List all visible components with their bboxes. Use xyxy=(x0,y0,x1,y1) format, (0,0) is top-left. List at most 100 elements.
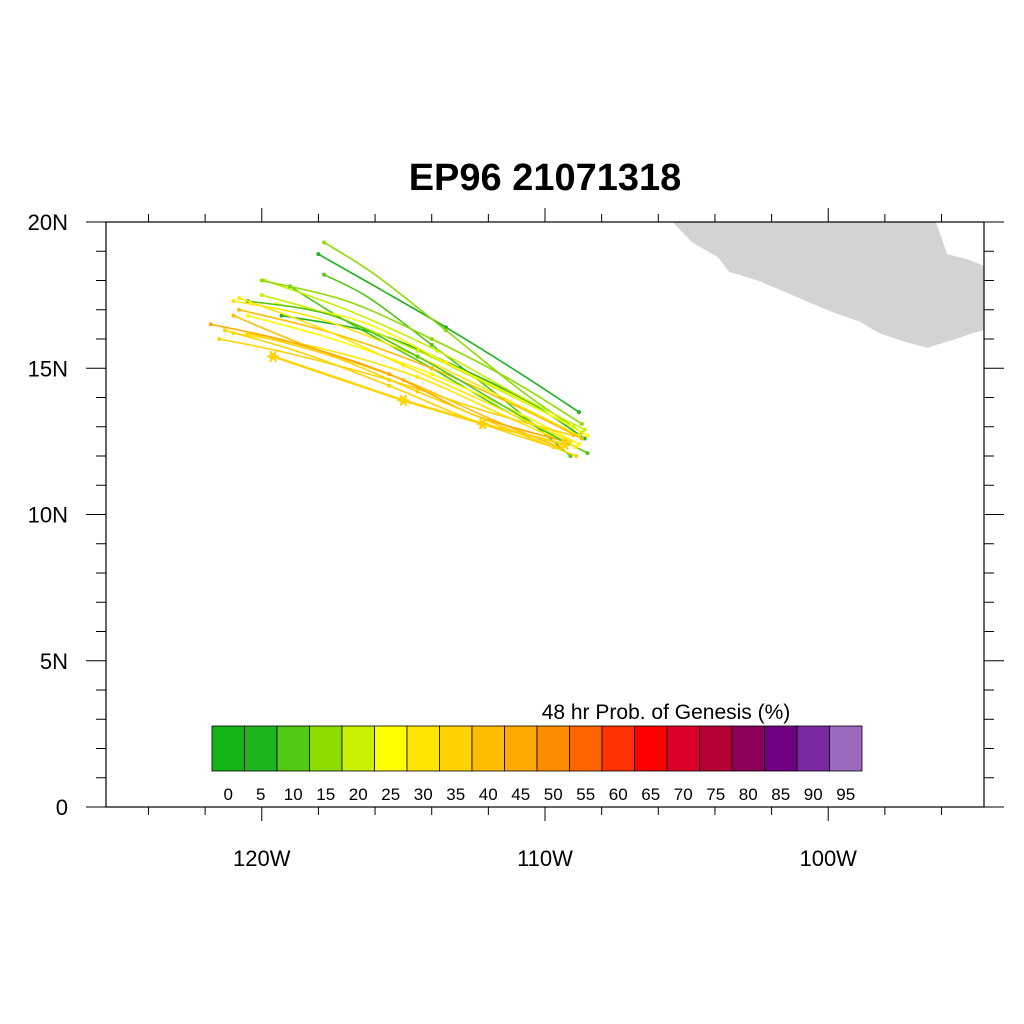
ensemble-track-point xyxy=(231,298,236,303)
ensemble-track xyxy=(237,307,584,441)
legend-label: 60 xyxy=(609,785,628,804)
legend-label: 50 xyxy=(544,785,563,804)
legend-title: 48 hr Prob. of Genesis (%) xyxy=(542,701,791,724)
ensemble-track-point xyxy=(316,252,321,257)
x-tick-label: 120W xyxy=(233,846,291,871)
ensemble-track-point xyxy=(551,445,556,450)
land-layer xyxy=(672,222,984,348)
legend-color-box xyxy=(731,725,765,772)
legend-color-box xyxy=(439,725,473,772)
ensemble-track xyxy=(279,313,587,441)
ensemble-track-point xyxy=(443,328,448,333)
ensemble-track-point xyxy=(322,240,327,245)
chart-title: EP96 21071318 xyxy=(409,157,682,199)
ensemble-track-line xyxy=(238,297,571,443)
mean-track-marker xyxy=(558,438,571,451)
ensemble-track xyxy=(316,252,581,415)
legend-label: 80 xyxy=(739,785,758,804)
ensemble-track-point xyxy=(435,348,440,353)
ensemble-track-point xyxy=(237,307,242,312)
legend-color-box xyxy=(471,725,505,772)
legend-label: 30 xyxy=(414,785,433,804)
legend-label: 35 xyxy=(446,785,465,804)
legend-label: 75 xyxy=(706,785,725,804)
ensemble-track-point xyxy=(576,410,581,415)
legend-color-box xyxy=(536,725,570,772)
legend-label: 10 xyxy=(284,785,303,804)
legend-color-box xyxy=(276,725,310,772)
ensemble-track-point xyxy=(415,354,420,359)
legend-label: 45 xyxy=(511,785,530,804)
ensemble-track xyxy=(259,278,584,426)
mean-track-marker xyxy=(476,418,489,430)
legend-label: 15 xyxy=(316,785,335,804)
ensemble-track-point xyxy=(415,348,420,353)
legend-label: 90 xyxy=(804,785,823,804)
ensemble-track-point xyxy=(245,331,250,336)
ensemble-track-point xyxy=(429,337,434,341)
x-tick-label: 100W xyxy=(799,846,857,871)
mean-track xyxy=(267,350,571,451)
legend-label: 70 xyxy=(674,785,693,804)
ensemble-track-point xyxy=(279,313,284,318)
ensemble-track-point xyxy=(259,278,264,283)
ensemble-track-point xyxy=(574,454,579,458)
ensemble-track-line xyxy=(323,241,583,434)
legend-label: 95 xyxy=(836,785,855,804)
legend-color-box xyxy=(406,725,440,772)
legend-color-box xyxy=(341,725,375,772)
ensemble-track-point xyxy=(222,328,227,333)
y-tick-label: 15N xyxy=(28,356,68,381)
legend-color-box xyxy=(504,725,538,772)
legend-color-box xyxy=(829,725,863,772)
ensemble-track-point xyxy=(387,383,392,388)
y-tick-label: 10N xyxy=(28,503,68,528)
ensemble-track-point xyxy=(574,445,579,450)
ensemble-track-point xyxy=(585,433,590,438)
y-tick-label: 0 xyxy=(56,795,68,820)
legend-label: 5 xyxy=(256,785,265,804)
ensemble-track-point xyxy=(579,436,584,441)
legend-color-box xyxy=(244,725,278,772)
ensemble-track-point xyxy=(576,442,581,447)
legend-label: 65 xyxy=(641,785,660,804)
ensemble-track-point xyxy=(582,427,587,432)
legend-color-box xyxy=(764,725,798,772)
ensemble-track-point xyxy=(585,451,590,456)
legend-color-box xyxy=(569,725,603,772)
legend-color-box xyxy=(796,725,830,772)
legend-label: 55 xyxy=(576,785,595,804)
ensemble-track-point xyxy=(429,372,434,377)
ensemble-track-point xyxy=(579,421,584,426)
ensemble-track-point xyxy=(322,272,327,277)
ensemble-track-point xyxy=(429,342,434,347)
ensemble-track-point xyxy=(208,322,213,327)
y-tick-label: 5N xyxy=(40,649,68,674)
legend-color-box xyxy=(309,725,343,772)
ensemble-track xyxy=(245,313,581,447)
ensemble-track-point xyxy=(401,363,406,368)
legend-label: 25 xyxy=(381,785,400,804)
ensemble-track-point xyxy=(429,366,434,371)
axes: 120W 110W 100W 0 5N 10N 15N 20N xyxy=(28,208,1004,871)
ensemble-track-point xyxy=(568,439,573,444)
mean-track-marker xyxy=(397,394,410,407)
legend-label: 40 xyxy=(479,785,498,804)
ensemble-track-point xyxy=(237,296,242,301)
ensemble-track-point xyxy=(415,375,420,380)
ensemble-track xyxy=(245,298,570,447)
ensemble-track-point xyxy=(443,325,448,330)
legend-label: 20 xyxy=(349,785,368,804)
mean-track-line xyxy=(272,355,566,446)
ensemble-track-point xyxy=(443,360,448,365)
ensemble-track-point xyxy=(231,313,236,318)
legend-color-box xyxy=(634,725,668,772)
ensemble-track-point xyxy=(245,313,250,318)
ensemble-track-point xyxy=(259,293,264,298)
mean-track-marker xyxy=(267,350,280,363)
y-tick-label: 20N xyxy=(28,210,68,235)
ensemble-track-point xyxy=(415,389,420,394)
land-mass xyxy=(672,222,984,348)
legend-label: 85 xyxy=(771,785,790,804)
